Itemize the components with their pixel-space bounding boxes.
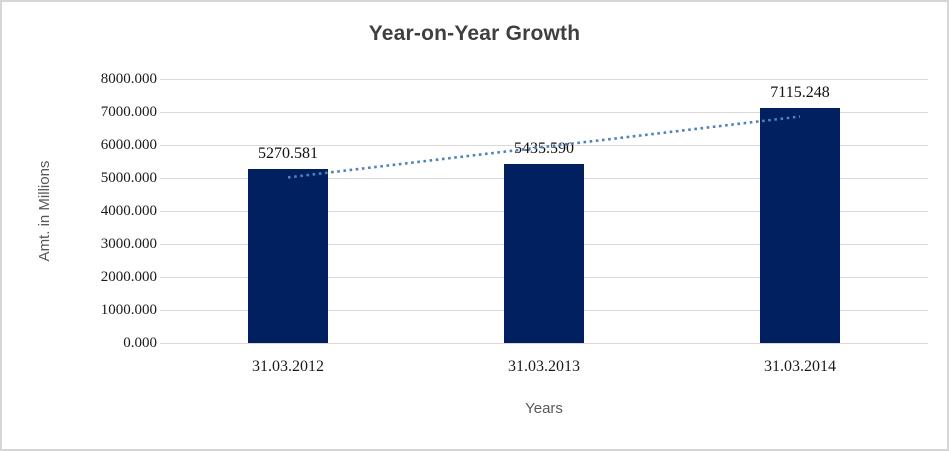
y-tick-label: 8000.000 <box>100 71 157 87</box>
bar-data-label: 5435.590 <box>514 139 574 157</box>
x-tick-label: 31.03.2014 <box>764 358 836 375</box>
y-tick-label: 6000.000 <box>100 137 157 153</box>
bar <box>248 169 328 343</box>
x-tick-label: 31.03.2013 <box>508 358 580 375</box>
y-tick-label: 2000.000 <box>100 269 157 285</box>
x-axis-title: Years <box>525 400 563 417</box>
bar-data-label: 7115.248 <box>770 84 830 102</box>
y-tick-label: 1000.000 <box>100 302 157 318</box>
y-tick-label: 4000.000 <box>100 203 157 219</box>
gridline <box>160 111 928 113</box>
y-tick-label: 7000.000 <box>100 104 157 120</box>
bar-data-label: 5270.581 <box>258 145 318 163</box>
bar <box>760 108 840 343</box>
y-tick-label: 3000.000 <box>100 236 157 252</box>
bar <box>504 163 584 343</box>
gridline <box>160 342 928 344</box>
y-tick-label: 5000.000 <box>100 170 157 186</box>
x-tick-label: 31.03.2012 <box>252 358 324 375</box>
chart-title: Year-on-Year Growth <box>368 22 581 45</box>
gridline <box>160 78 928 80</box>
y-tick-label: 0.000 <box>123 335 157 351</box>
